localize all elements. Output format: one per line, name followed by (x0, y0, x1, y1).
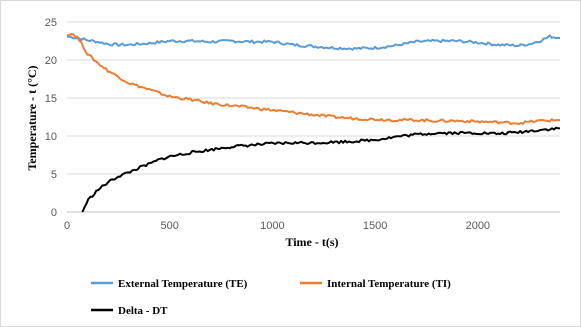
y-tick-label: 5 (51, 169, 57, 181)
legend-item: External Temperature (TE) (91, 278, 248, 290)
x-tick-label: 500 (161, 220, 179, 232)
y-tick-label: 10 (45, 131, 57, 143)
legend-item: Delta - DT (91, 305, 168, 317)
legend-label: Delta - DT (118, 305, 168, 317)
x-tick-label: 1000 (260, 220, 284, 232)
legend: External Temperature (TE) Internal Temper… (91, 278, 451, 317)
y-tick-label: 15 (45, 93, 57, 105)
x-axis-title: Time - t(s) (285, 235, 338, 249)
x-axis-ticks: 0 500 1000 1500 2000 (64, 220, 490, 232)
y-axis-title: Temperature - t (°C) (25, 65, 39, 170)
series-line-1 (66, 34, 561, 51)
series-line-2 (66, 32, 561, 126)
series-lines (66, 32, 561, 213)
x-tick-label: 2000 (466, 220, 490, 232)
y-tick-label: 0 (51, 207, 57, 219)
legend-label: Internal Temperature (TI) (327, 278, 451, 290)
y-tick-label: 20 (45, 55, 57, 67)
gridlines (67, 21, 560, 213)
y-tick-label: 25 (45, 17, 57, 29)
legend-item: Internal Temperature (TI) (300, 278, 451, 290)
x-tick-label: 1500 (363, 220, 387, 232)
y-axis-ticks: 0 5 10 15 20 25 (45, 17, 57, 219)
x-tick-label: 0 (64, 220, 70, 232)
legend-label: External Temperature (TE) (118, 278, 248, 290)
series-line-3 (81, 126, 561, 213)
